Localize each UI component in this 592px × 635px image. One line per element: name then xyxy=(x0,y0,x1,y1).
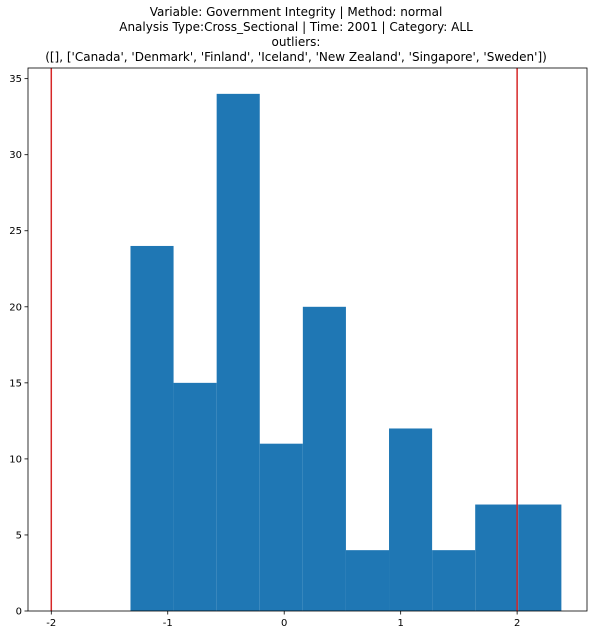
chart-title-line-2: Analysis Type:Cross_Sectional | Time: 20… xyxy=(119,20,473,34)
chart-title-line-3: outliers: xyxy=(271,35,321,49)
chart-title-line-1: Variable: Government Integrity | Method:… xyxy=(149,5,443,19)
x-tick-label-4: 2 xyxy=(514,618,520,629)
histogram-bar-5 xyxy=(345,550,390,611)
plot-frame xyxy=(27,67,588,612)
histogram-bar-0 xyxy=(130,245,174,611)
histogram-bar-1 xyxy=(173,382,217,611)
x-tick-label-3: 1 xyxy=(397,618,403,629)
histogram-bar-6 xyxy=(389,428,433,611)
y-tick-label-5: 25 xyxy=(9,226,22,237)
y-tick-label-6: 30 xyxy=(9,150,22,161)
y-tick-label-7: 35 xyxy=(9,74,22,85)
histogram-bar-4 xyxy=(302,306,346,611)
histogram-bar-8 xyxy=(475,504,519,611)
y-tick-label-4: 20 xyxy=(9,302,22,313)
y-tick-label-0: 0 xyxy=(16,607,22,618)
x-tick-label-2: 0 xyxy=(281,618,287,629)
y-tick-label-2: 10 xyxy=(9,454,22,465)
histogram-bar-2 xyxy=(216,93,260,612)
y-tick-label-1: 5 xyxy=(16,530,22,541)
chart-title-line-4: ([], ['Canada', 'Denmark', 'Finland', 'I… xyxy=(45,50,547,64)
x-tick-label-1: -1 xyxy=(163,618,173,629)
histogram-bar-9 xyxy=(518,504,562,611)
histogram-bar-7 xyxy=(432,550,476,611)
y-tick-label-3: 15 xyxy=(9,378,22,389)
histogram-bar-3 xyxy=(259,443,303,611)
x-tick-label-0: -2 xyxy=(46,618,56,629)
